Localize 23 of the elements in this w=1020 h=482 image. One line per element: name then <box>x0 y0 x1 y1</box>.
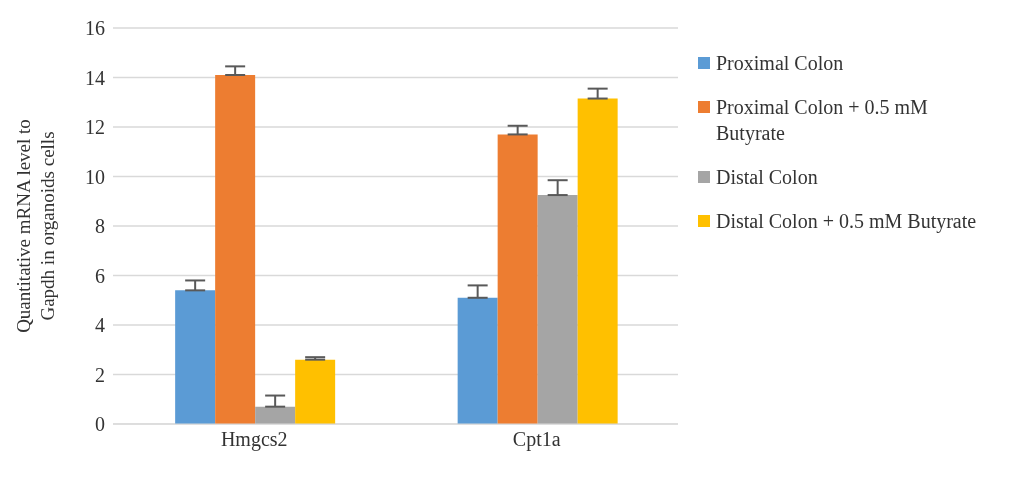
bar <box>295 359 336 424</box>
y-tick-label: 12 <box>85 116 105 139</box>
legend-label: Proximal Colon + 0.5 mM Butyrate <box>716 95 929 146</box>
y-tick-label: 2 <box>95 363 105 386</box>
bar <box>457 297 498 424</box>
y-tick-label: 0 <box>95 413 105 436</box>
y-tick-label: 14 <box>85 66 105 89</box>
bar <box>497 134 538 424</box>
y-tick-label: 6 <box>95 264 105 287</box>
bar <box>577 98 618 424</box>
y-tick-label: 10 <box>85 165 105 188</box>
legend-label: Proximal Colon <box>716 51 845 76</box>
bar <box>215 75 256 424</box>
y-tick-label: 16 <box>85 17 105 40</box>
bar <box>537 195 578 424</box>
y-axis-title: Quantitative mRNA level to Gapdh in organoids cells <box>12 119 59 333</box>
y-tick-label: 4 <box>95 314 105 337</box>
legend-label: Distal Colon + 0.5 mM Butyrate <box>716 209 978 234</box>
x-tick-label: Cpt1a <box>512 428 561 452</box>
x-tick-label: Hmgcs2 <box>220 428 288 452</box>
y-tick-label: 8 <box>95 215 105 238</box>
legend-label: Distal Colon <box>716 165 819 190</box>
bar <box>175 290 216 424</box>
